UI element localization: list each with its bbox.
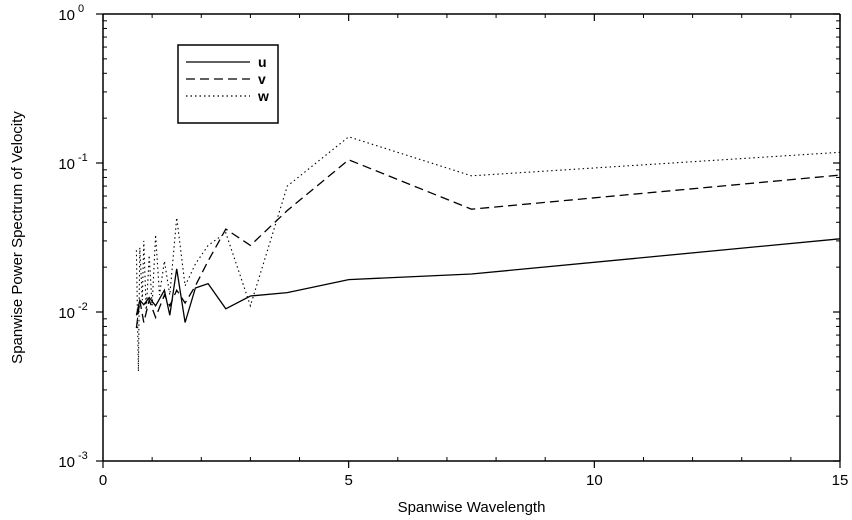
x-tick-label: 10 <box>586 472 603 489</box>
y-tick-label: 10 <box>58 454 75 471</box>
series-line-u <box>136 239 840 323</box>
legend-label-u: u <box>258 54 267 70</box>
x-tick-label: 0 <box>99 472 107 489</box>
x-axis-title: Spanwise Wavelength <box>398 499 546 516</box>
series-line-w <box>136 137 840 371</box>
y-tick-label: 10 <box>58 305 75 322</box>
y-tick-exponent: 0 <box>78 3 84 15</box>
series-line-v <box>136 160 840 328</box>
y-tick-label: 10 <box>58 156 75 173</box>
y-tick-label: 10 <box>58 7 75 24</box>
y-axis-title: Spanwise Power Spectrum of Velocity <box>9 111 26 364</box>
legend-label-v: v <box>258 71 266 87</box>
legend-label-w: w <box>257 88 269 104</box>
x-tick-label: 5 <box>344 472 352 489</box>
legend: uvw <box>178 45 278 123</box>
y-tick-exponent: -1 <box>78 152 88 164</box>
x-tick-label: 15 <box>832 472 849 489</box>
y-tick-exponent: -3 <box>78 450 88 462</box>
y-tick-exponent: -2 <box>78 301 88 313</box>
series-layer <box>136 137 840 371</box>
